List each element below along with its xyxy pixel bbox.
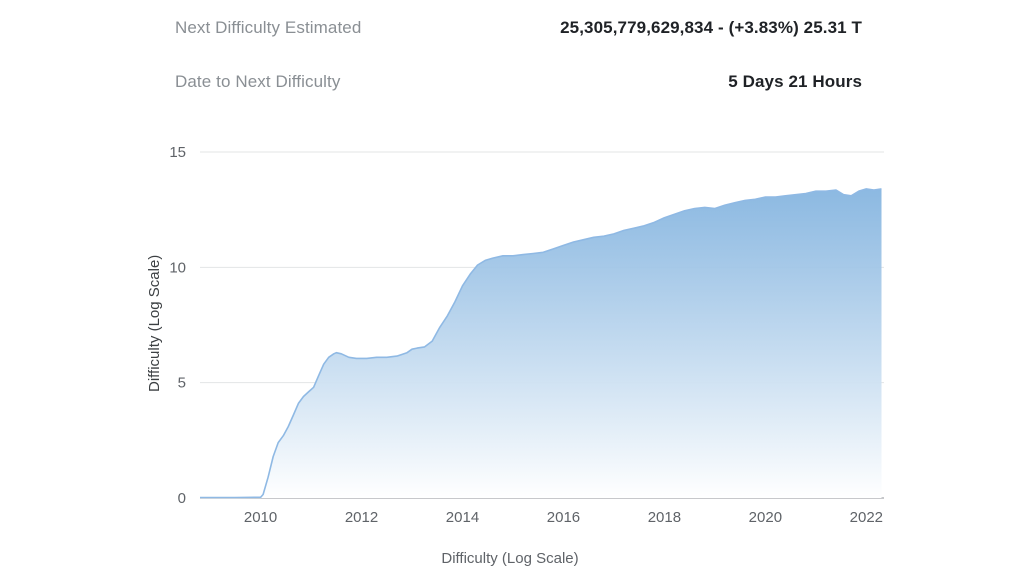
- x-tick-label-2014: 2014: [446, 509, 479, 526]
- date-to-next-difficulty-row: Date to Next Difficulty 5 Days 21 Hours: [175, 72, 862, 92]
- x-tick-label-2016: 2016: [547, 509, 580, 526]
- difficulty-area-fill: [200, 188, 882, 498]
- x-tick-label-2022: 2022: [850, 509, 883, 526]
- next-difficulty-row: Next Difficulty Estimated 25,305,779,629…: [175, 18, 862, 38]
- y-tick-label-0: 0: [178, 490, 186, 507]
- date-to-next-difficulty-value: 5 Days 21 Hours: [728, 72, 862, 91]
- x-tick-label-2010: 2010: [244, 509, 277, 526]
- x-tick-label-2018: 2018: [648, 509, 681, 526]
- x-axis-title: Difficulty (Log Scale): [441, 550, 579, 567]
- x-tick-label-2020: 2020: [749, 509, 782, 526]
- y-tick-label-15: 15: [169, 144, 186, 161]
- next-difficulty-value: 25,305,779,629,834 - (+3.83%) 25.31 T: [560, 18, 862, 37]
- date-to-next-difficulty-label: Date to Next Difficulty: [175, 72, 341, 91]
- next-difficulty-label: Next Difficulty Estimated: [175, 18, 362, 37]
- difficulty-line: [200, 188, 882, 499]
- y-tick-label-5: 5: [178, 375, 186, 392]
- y-tick-label-10: 10: [169, 259, 186, 276]
- x-tick-label-2012: 2012: [345, 509, 378, 526]
- difficulty-area-chart[interactable]: 0 5 10 15 2010 2012 2014 2016 2018 2020 2022: [136, 136, 906, 531]
